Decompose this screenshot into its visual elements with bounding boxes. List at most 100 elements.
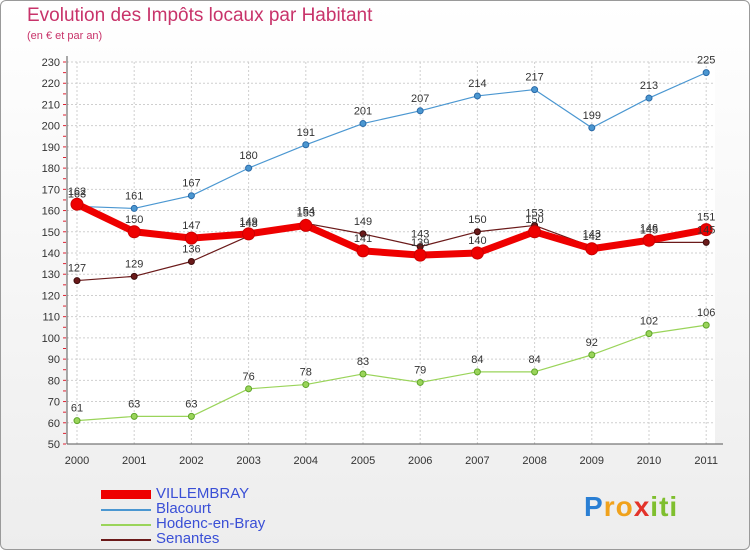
data-point xyxy=(184,231,198,245)
y-tick-label: 80 xyxy=(48,375,60,387)
data-label: 143 xyxy=(583,229,601,241)
data-label: 225 xyxy=(697,55,715,67)
x-tick-label: 2010 xyxy=(637,455,661,467)
data-point xyxy=(473,92,481,100)
legend-label-blacourt: Blacourt xyxy=(156,500,212,517)
data-label: 162 xyxy=(68,186,86,198)
data-label: 207 xyxy=(411,93,429,105)
series-line-blacourt xyxy=(76,72,707,210)
data-point xyxy=(416,378,424,386)
data-point xyxy=(73,417,81,425)
data-point xyxy=(531,368,539,376)
data-label: 154 xyxy=(297,205,315,217)
y-tick-label: 220 xyxy=(42,78,60,90)
data-label: 191 xyxy=(297,127,315,139)
data-label: 106 xyxy=(697,307,715,319)
data-point xyxy=(127,225,141,239)
x-tick-label: 2007 xyxy=(465,455,489,467)
data-label: 150 xyxy=(525,214,543,226)
data-point xyxy=(413,248,427,262)
data-label: 129 xyxy=(125,258,143,270)
x-tick-label: 2001 xyxy=(122,455,146,467)
x-tick-label: 2003 xyxy=(236,455,260,467)
y-tick-label: 140 xyxy=(42,248,60,260)
data-label: 63 xyxy=(128,398,140,410)
data-label: 167 xyxy=(182,178,200,190)
data-label: 102 xyxy=(640,316,658,328)
y-tick-label: 180 xyxy=(42,163,60,175)
data-label: 149 xyxy=(354,216,372,228)
data-point xyxy=(299,218,313,232)
data-point xyxy=(356,244,370,258)
data-point xyxy=(528,225,542,239)
data-point xyxy=(470,246,484,260)
logo-letter: r xyxy=(603,491,616,522)
data-label: 147 xyxy=(182,220,200,232)
y-tick-label: 110 xyxy=(42,312,60,324)
data-point xyxy=(70,197,84,211)
data-point xyxy=(642,233,656,247)
data-point xyxy=(187,257,195,265)
legend-label-villembray: VILLEMBRAY xyxy=(156,485,250,502)
data-point xyxy=(130,412,138,420)
data-label: 145 xyxy=(640,224,658,236)
y-tick-label: 190 xyxy=(42,142,60,154)
data-label: 150 xyxy=(468,214,486,226)
logo-letter: i xyxy=(650,491,660,522)
data-label: 83 xyxy=(357,356,369,368)
logo-letter: P xyxy=(584,491,604,522)
chart-subtitle: (en € et par an) xyxy=(27,30,103,42)
x-tick-label: 2002 xyxy=(179,455,203,467)
legend-label-hodenc-en-bray: Hodenc-en-Bray xyxy=(156,515,266,532)
data-point xyxy=(416,107,424,115)
legend-swatch-hodenc-en-bray xyxy=(101,524,151,526)
data-label: 217 xyxy=(525,72,543,84)
logo-letter: o xyxy=(615,491,634,522)
data-label: 141 xyxy=(354,233,372,245)
data-point xyxy=(187,192,195,200)
data-point xyxy=(73,277,81,285)
data-point xyxy=(645,330,653,338)
data-point xyxy=(245,164,253,172)
data-label: 201 xyxy=(354,106,372,118)
logo-letter: t xyxy=(659,491,670,522)
y-tick-label: 230 xyxy=(42,57,60,69)
data-point xyxy=(302,381,310,389)
data-label: 149 xyxy=(239,216,257,228)
data-point xyxy=(130,272,138,280)
data-label: 139 xyxy=(411,237,429,249)
data-point xyxy=(302,141,310,149)
data-label: 146 xyxy=(640,222,658,234)
y-tick-label: 70 xyxy=(48,397,60,409)
data-label: 63 xyxy=(185,398,197,410)
data-point xyxy=(242,227,256,241)
y-tick-label: 200 xyxy=(42,121,60,133)
logo-letter: x xyxy=(633,491,651,522)
data-point xyxy=(702,238,710,246)
x-tick-label: 2006 xyxy=(408,455,432,467)
y-tick-label: 160 xyxy=(42,206,60,218)
data-label: 161 xyxy=(125,190,143,202)
legend-swatch-villembray xyxy=(101,490,151,499)
data-point xyxy=(588,124,596,132)
data-label: 143 xyxy=(411,229,429,241)
y-tick-label: 210 xyxy=(42,99,60,111)
data-label: 78 xyxy=(300,367,312,379)
data-point xyxy=(359,120,367,128)
data-label: 79 xyxy=(414,364,426,376)
y-tick-label: 50 xyxy=(48,439,60,451)
proxiti-logo: Proxiti xyxy=(584,491,678,523)
data-label: 145 xyxy=(697,224,715,236)
data-point xyxy=(359,370,367,378)
x-tick-label: 2009 xyxy=(580,455,604,467)
data-point xyxy=(473,228,481,236)
data-label: 150 xyxy=(125,214,143,226)
data-label: 84 xyxy=(471,354,483,366)
x-tick-label: 2000 xyxy=(65,455,89,467)
chart-title: Evolution des Impôts locaux par Habitant xyxy=(27,5,373,26)
data-label: 148 xyxy=(239,218,257,230)
data-label: 76 xyxy=(242,371,254,383)
data-label: 142 xyxy=(583,231,601,243)
